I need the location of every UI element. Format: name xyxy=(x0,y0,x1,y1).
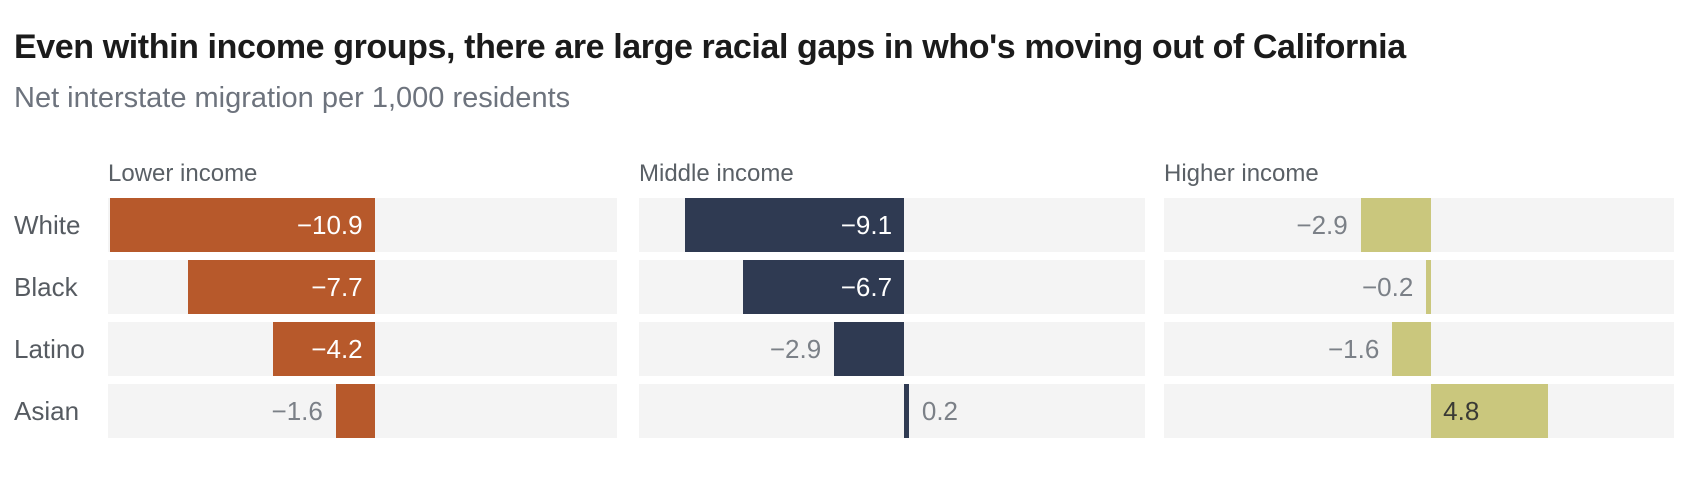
bar-cell-middle-income-asian: 0.2 xyxy=(639,384,1145,439)
bar-higher-income-black xyxy=(1426,260,1432,315)
bar-row-asian: Asian −1.6 0.2 4.8 xyxy=(14,384,1674,439)
chart-subtitle: Net interstate migration per 1,000 resid… xyxy=(14,82,571,115)
bar-cell-lower-income-black: −7.7 xyxy=(108,260,617,315)
bar-higher-income-white xyxy=(1360,198,1432,253)
split-bar-chart: Lower income Middle income Higher income W… xyxy=(14,152,1674,439)
bar-row-white: White −10.9 −9.1 −2.9 xyxy=(14,198,1674,253)
bar-lower-income-asian xyxy=(335,384,375,439)
bar-value-label: −0.2 xyxy=(1361,271,1414,302)
row-label-white: White xyxy=(14,209,81,240)
panel-header-higher-income: Higher income xyxy=(1164,160,1319,188)
row-label-asian: Asian xyxy=(14,395,80,426)
bar-cell-higher-income-latino: −1.6 xyxy=(1164,322,1674,377)
bar-value-label: −1.6 xyxy=(271,395,323,426)
bar-cell-higher-income-white: −2.9 xyxy=(1164,198,1674,253)
bar-value-label: 4.8 xyxy=(1443,395,1480,426)
bar-cell-middle-income-black: −6.7 xyxy=(639,260,1145,315)
bar-value-label: −7.7 xyxy=(311,271,363,302)
bar-cell-lower-income-white: −10.9 xyxy=(108,198,617,253)
bar-value-label: −4.2 xyxy=(311,333,363,364)
bar-lower-income-white xyxy=(110,198,375,253)
bar-value-label: −2.9 xyxy=(769,333,822,364)
bar-cell-middle-income-latino: −2.9 xyxy=(639,322,1145,377)
bar-cell-higher-income-asian: 4.8 xyxy=(1164,384,1674,439)
row-label-latino: Latino xyxy=(14,333,85,364)
bar-cell-lower-income-asian: −1.6 xyxy=(108,384,617,439)
bar-value-label: −1.6 xyxy=(1327,333,1380,364)
bar-higher-income-latino xyxy=(1392,322,1432,377)
bar-cell-middle-income-white: −9.1 xyxy=(639,198,1145,253)
bar-middle-income-asian xyxy=(904,384,909,439)
bar-middle-income-black xyxy=(742,260,905,315)
bar-value-label: −6.7 xyxy=(840,271,893,302)
bar-cell-higher-income-black: −0.2 xyxy=(1164,260,1674,315)
bar-rows: White −10.9 −9.1 −2.9 Black −7.7 −6.7 −0.2 Latin… xyxy=(14,198,1674,439)
bar-value-label: −2.9 xyxy=(1296,209,1348,240)
bar-higher-income-asian xyxy=(1431,384,1548,439)
bar-middle-income-latino xyxy=(834,322,905,377)
bar-value-label: −9.1 xyxy=(840,209,893,240)
bar-row-latino: Latino −4.2 −2.9 −1.6 xyxy=(14,322,1674,377)
bar-value-label: −10.9 xyxy=(296,209,363,240)
chart-title: Even within income groups, there are lar… xyxy=(14,28,1406,66)
bar-middle-income-white xyxy=(684,198,905,253)
panel-header-row: Lower income Middle income Higher income xyxy=(14,152,1674,186)
bar-cell-lower-income-latino: −4.2 xyxy=(108,322,617,377)
bar-lower-income-black xyxy=(187,260,375,315)
row-label-black: Black xyxy=(14,271,78,302)
bar-lower-income-latino xyxy=(272,322,375,377)
bar-value-label: 0.2 xyxy=(921,395,959,426)
panel-header-middle-income: Middle income xyxy=(639,160,794,188)
bar-row-black: Black −7.7 −6.7 −0.2 xyxy=(14,260,1674,315)
panel-header-lower-income: Lower income xyxy=(108,160,258,188)
